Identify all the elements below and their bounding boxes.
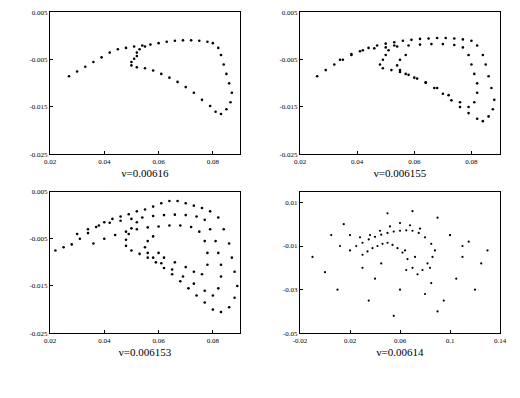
svg-text:-0.025: -0.025 — [30, 151, 49, 159]
svg-text:-0.015: -0.015 — [30, 282, 49, 290]
svg-text:-0.02: -0.02 — [293, 337, 308, 345]
svg-text:-0.05: -0.05 — [283, 330, 298, 338]
svg-text:0.04: 0.04 — [351, 158, 364, 166]
svg-text:0.02: 0.02 — [344, 337, 357, 345]
svg-text:0.08: 0.08 — [207, 337, 220, 345]
svg-text:ν=0.006155: ν=0.006155 — [374, 167, 427, 179]
svg-text:ν=0.006153: ν=0.006153 — [119, 346, 172, 358]
svg-text:0.1: 0.1 — [446, 337, 455, 345]
svg-text:0.005: 0.005 — [32, 188, 48, 196]
svg-text:-0.025: -0.025 — [30, 330, 49, 338]
svg-text:0.005: 0.005 — [32, 9, 48, 17]
svg-text:0.14: 0.14 — [494, 337, 507, 345]
svg-text:-0.015: -0.015 — [30, 103, 49, 111]
svg-text:-0.005: -0.005 — [30, 235, 49, 243]
svg-text:-0.005: -0.005 — [30, 56, 49, 64]
svg-text:0.04: 0.04 — [98, 337, 111, 345]
svg-text:0.06: 0.06 — [394, 337, 407, 345]
svg-text:0.08: 0.08 — [465, 158, 478, 166]
svg-text:0.02: 0.02 — [44, 158, 57, 166]
svg-text:0.04: 0.04 — [98, 158, 111, 166]
svg-text:0.08: 0.08 — [207, 158, 220, 166]
svg-text:0.01: 0.01 — [285, 199, 298, 207]
svg-text:-0.03: -0.03 — [283, 286, 298, 294]
svg-text:0.06: 0.06 — [152, 337, 165, 345]
svg-text:-0.025: -0.025 — [280, 151, 299, 159]
svg-text:ν=0.00614: ν=0.00614 — [377, 346, 424, 358]
svg-text:0.02: 0.02 — [44, 337, 57, 345]
svg-text:0.005: 0.005 — [282, 9, 298, 17]
svg-text:-0.015: -0.015 — [280, 103, 299, 111]
svg-text:0.06: 0.06 — [408, 158, 421, 166]
svg-text:ν=0.00616: ν=0.00616 — [122, 167, 169, 179]
svg-text:0.06: 0.06 — [152, 158, 165, 166]
svg-text:-0.01: -0.01 — [283, 242, 298, 250]
svg-text:-0.005: -0.005 — [280, 56, 299, 64]
svg-text:0.02: 0.02 — [294, 158, 307, 166]
